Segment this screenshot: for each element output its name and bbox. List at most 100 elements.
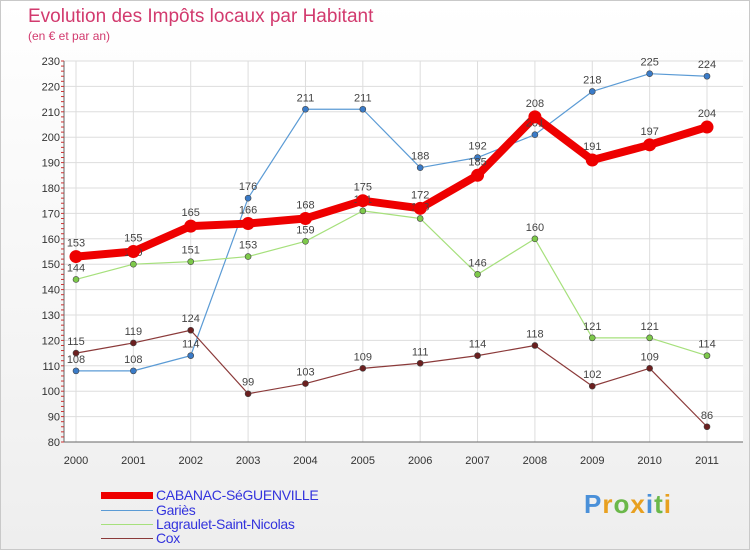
data-label-cox: 103 — [296, 367, 314, 379]
data-point-gari-s — [72, 367, 80, 375]
series-line-cox — [75, 329, 708, 428]
data-point-cox — [646, 365, 653, 372]
series-line-cabanac-s-guenville — [72, 112, 711, 261]
data-label-lagraulet-saint-nicolas: 114 — [698, 339, 716, 351]
data-point-cabanac-s-guenville — [585, 153, 599, 167]
data-label-lagraulet-saint-nicolas: 146 — [468, 257, 486, 269]
data-label-lagraulet-saint-nicolas: 159 — [296, 224, 314, 236]
legend-swatch-garies — [101, 509, 153, 511]
data-point-cabanac-s-guenville — [126, 245, 140, 258]
proxiti-logo: Proxiti — [584, 489, 672, 519]
x-tick-label: 2011 — [695, 455, 719, 467]
data-label-cox: 114 — [469, 339, 487, 351]
y-tick-label: 120 — [42, 335, 60, 347]
data-point-cabanac-s-guenville — [241, 217, 255, 231]
data-label-cabanac-s-guenville: 204 — [698, 108, 716, 120]
data-point-lagraulet-saint-nicolas — [130, 260, 137, 268]
legend-item-cox: Cox — [101, 530, 180, 546]
data-label-lagraulet-saint-nicolas: 160 — [526, 222, 544, 234]
data-label-cox: 119 — [125, 326, 143, 338]
data-point-gari-s — [244, 194, 252, 202]
data-point-cabanac-s-guenville — [700, 120, 714, 134]
data-point-cabanac-s-guenville — [184, 219, 198, 233]
y-tick-label: 110 — [42, 361, 60, 373]
data-point-cox — [130, 339, 137, 347]
data-label-cox: 111 — [412, 346, 429, 358]
chart-subtitle: (en € et par an) — [28, 29, 111, 43]
x-tick-label: 2007 — [465, 455, 489, 467]
y-tick-label: 190 — [42, 158, 60, 170]
data-point-cox — [244, 390, 252, 398]
data-point-gari-s — [130, 367, 137, 375]
data-label-cox: 109 — [640, 351, 658, 363]
legend-label-lagraulet: Lagraulet-Saint-Nicolas — [156, 516, 295, 532]
data-label-cox: 124 — [182, 313, 200, 325]
data-label-gari-s: 188 — [411, 151, 429, 163]
data-point-lagraulet-saint-nicolas — [302, 238, 309, 245]
data-label-cox: 102 — [583, 369, 601, 381]
data-point-lagraulet-saint-nicolas — [703, 352, 711, 359]
y-tick-label: 200 — [42, 132, 60, 144]
data-point-cox — [187, 326, 195, 334]
data-point-cabanac-s-guenville — [69, 250, 83, 264]
y-tick-label: 150 — [42, 259, 60, 271]
data-label-cabanac-s-guenville: 197 — [640, 126, 658, 138]
legend-label-cox: Cox — [156, 530, 180, 546]
x-tick-label: 2001 — [121, 455, 145, 467]
data-label-cabanac-s-guenville: 166 — [239, 205, 257, 217]
x-tick-label: 2003 — [236, 455, 260, 467]
data-point-lagraulet-saint-nicolas — [646, 334, 653, 342]
x-tick-label: 2000 — [64, 455, 88, 467]
data-label-cabanac-s-guenville: 208 — [526, 98, 544, 110]
y-tick-label: 180 — [42, 183, 60, 195]
x-tick-label: 2006 — [408, 455, 432, 467]
data-point-lagraulet-saint-nicolas — [474, 271, 481, 278]
data-label-lagraulet-saint-nicolas: 121 — [640, 321, 658, 333]
data-point-lagraulet-saint-nicolas — [187, 258, 195, 265]
data-point-cabanac-s-guenville — [356, 194, 370, 208]
data-label-gari-s: 176 — [239, 181, 257, 193]
data-point-cox — [588, 382, 596, 390]
x-tick-label: 2009 — [580, 455, 604, 467]
data-label-gari-s: 108 — [124, 354, 142, 366]
data-point-cabanac-s-guenville — [643, 138, 657, 152]
data-point-gari-s — [588, 88, 596, 95]
data-point-cabanac-s-guenville — [413, 201, 427, 215]
y-tick-label: 220 — [42, 81, 60, 93]
legend-label-cabanac: CABANAC-SéGUENVILLE — [156, 487, 319, 503]
data-label-cabanac-s-guenville: 165 — [182, 207, 200, 219]
legend-swatch-lagraulet — [101, 523, 153, 525]
legend-label-garies: Gariès — [156, 502, 196, 518]
x-tick-label: 2008 — [523, 455, 547, 467]
data-label-gari-s: 211 — [354, 92, 372, 104]
x-tick-label: 2010 — [637, 455, 661, 467]
data-label-cox: 86 — [701, 410, 713, 422]
data-label-lagraulet-saint-nicolas: 121 — [583, 321, 601, 333]
series-line-gari-s — [75, 73, 708, 372]
legend-swatch-cox — [101, 537, 153, 539]
data-label-cabanac-s-guenville: 168 — [296, 199, 314, 211]
legend-item-lagraulet: Lagraulet-Saint-Nicolas — [101, 516, 295, 532]
data-point-cox — [531, 342, 539, 349]
data-label-gari-s: 114 — [182, 339, 200, 351]
data-label-cabanac-s-guenville: 172 — [411, 189, 429, 201]
data-point-cox — [359, 365, 367, 372]
data-point-cox — [302, 380, 309, 387]
data-point-cabanac-s-guenville — [528, 110, 542, 124]
data-point-lagraulet-saint-nicolas — [359, 207, 367, 215]
y-tick-label: 170 — [42, 208, 60, 220]
legend-swatch-cabanac — [101, 491, 153, 499]
data-label-cox: 109 — [354, 351, 372, 363]
data-label-cabanac-s-guenville: 175 — [354, 182, 372, 194]
y-tick-label: 210 — [42, 107, 60, 119]
data-label-gari-s: 108 — [67, 354, 85, 366]
data-point-cox — [474, 352, 481, 359]
legend-item-garies: Gariès — [101, 502, 196, 518]
data-label-gari-s: 225 — [640, 57, 658, 69]
data-point-gari-s — [531, 131, 539, 138]
data-label-gari-s: 211 — [297, 92, 315, 104]
data-point-cabanac-s-guenville — [471, 168, 485, 182]
data-label-cabanac-s-guenville: 153 — [67, 238, 85, 250]
y-tick-label: 130 — [42, 310, 60, 322]
